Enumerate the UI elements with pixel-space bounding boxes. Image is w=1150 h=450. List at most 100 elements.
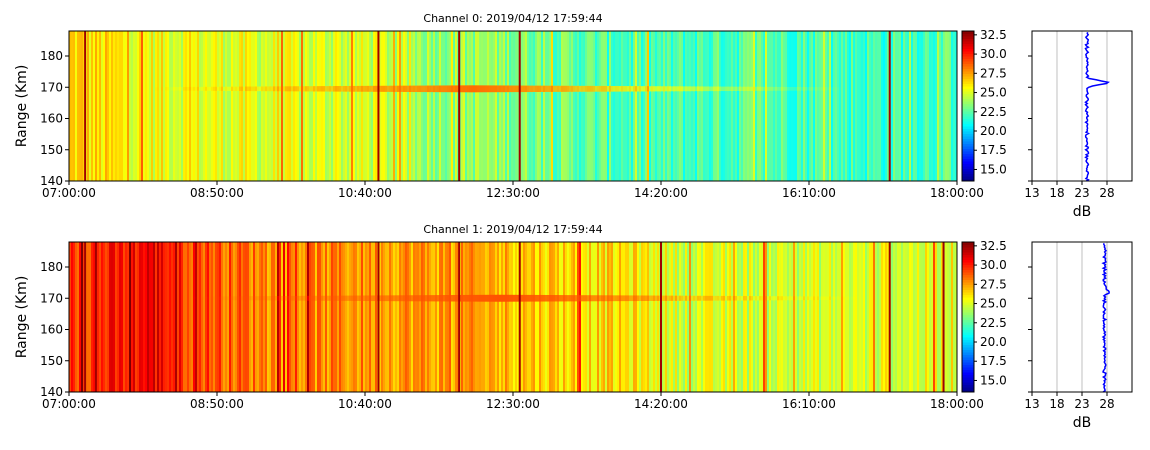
- echo-layer-segment: [567, 85, 570, 92]
- heatmap-column: [491, 31, 494, 181]
- echo-layer-segment: [241, 86, 244, 92]
- heatmap-column: [353, 31, 356, 181]
- heatmap-column: [79, 242, 82, 392]
- heatmap-column: [125, 242, 128, 392]
- echo-layer-segment: [523, 294, 526, 302]
- heatmap-column: [93, 242, 96, 392]
- heatmap-column: [557, 31, 560, 181]
- echo-layer-segment: [785, 86, 788, 91]
- heatmap-column: [435, 31, 438, 181]
- echo-layer-segment: [637, 295, 640, 302]
- echo-layer-segment: [643, 295, 646, 302]
- echo-layer-segment: [647, 86, 650, 92]
- echo-layer-segment: [675, 86, 678, 92]
- profile-x-label-1: dB: [1073, 415, 1092, 431]
- echo-layer-segment: [549, 295, 552, 302]
- heatmap-column: [799, 31, 802, 181]
- colorbar-tick-label: 27.5: [980, 66, 1007, 80]
- heatmap-column: [741, 242, 744, 392]
- echo-layer-segment: [595, 295, 598, 302]
- heatmap-column: [521, 31, 524, 181]
- echo-layer-segment: [433, 85, 436, 93]
- heatmap-column: [271, 31, 274, 181]
- heatmap-column: [837, 31, 840, 181]
- colorbar-tick-label: 17.5: [980, 354, 1007, 368]
- echo-layer-segment: [611, 295, 614, 302]
- heatmap-column: [537, 31, 540, 181]
- echo-layer-segment: [317, 295, 320, 301]
- echo-layer-segment: [761, 296, 764, 301]
- echo-layer-segment: [699, 295, 702, 301]
- heatmap-column: [847, 242, 850, 392]
- echo-layer-segment: [355, 85, 358, 92]
- heatmap-column: [433, 31, 436, 181]
- echo-layer-segment: [701, 86, 704, 92]
- echo-layer-segment: [505, 85, 508, 93]
- colorbar-segment: [962, 33, 974, 37]
- heatmap-column: [841, 31, 844, 181]
- heatmap-column: [331, 31, 334, 181]
- echo-layer-segment: [681, 295, 684, 301]
- colorbar-segment: [962, 133, 974, 137]
- heatmap-column: [127, 31, 130, 181]
- heatmap-column: [783, 242, 786, 392]
- echo-layer-segment: [267, 86, 270, 92]
- echo-layer-segment: [683, 86, 686, 92]
- heatmap-column: [691, 31, 694, 181]
- echo-layer-segment: [769, 296, 772, 301]
- heatmap-column: [815, 31, 818, 181]
- echo-layer-segment: [677, 295, 680, 301]
- heatmap-column: [257, 242, 260, 392]
- heatmap-column: [775, 31, 778, 181]
- echo-layer-segment: [255, 86, 258, 92]
- heatmap-column: [677, 31, 680, 181]
- echo-layer-segment: [541, 85, 544, 92]
- echo-layer-segment: [603, 295, 606, 302]
- heatmap-column: [879, 242, 882, 392]
- echo-layer-segment: [821, 87, 824, 91]
- echo-layer-segment: [209, 296, 212, 300]
- heatmap-column: [687, 242, 690, 392]
- echo-layer-segment: [447, 85, 450, 93]
- heatmap-column: [143, 242, 146, 392]
- heatmap-column: [855, 242, 858, 392]
- x-tick-label: 18:00:00: [930, 397, 984, 411]
- heatmap-column: [277, 31, 280, 181]
- heatmap-column: [117, 31, 120, 181]
- heatmap-column: [201, 242, 204, 392]
- colorbar-tick-label: 22.5: [980, 316, 1007, 330]
- heatmap-column: [201, 31, 204, 181]
- echo-layer-segment: [685, 86, 688, 92]
- heatmap-column: [405, 242, 408, 392]
- heatmap-column: [469, 31, 472, 181]
- heatmap-column: [449, 242, 452, 392]
- heatmap-column: [609, 31, 612, 181]
- heatmap-column: [657, 31, 660, 181]
- heatmap-column: [157, 242, 160, 392]
- heatmap-column: [113, 31, 116, 181]
- heatmap-column: [809, 242, 812, 392]
- echo-layer-segment: [475, 294, 478, 302]
- heatmap-column: [695, 242, 698, 392]
- heatmap-column: [171, 31, 174, 181]
- heatmap-column: [601, 31, 604, 181]
- heatmap-column: [259, 242, 262, 392]
- colorbar-segment: [962, 249, 974, 253]
- heatmap-column: [131, 31, 134, 181]
- echo-layer-segment: [569, 85, 572, 92]
- heatmap-column: [337, 31, 340, 181]
- heatmap-column: [737, 31, 740, 181]
- echo-layer-segment: [429, 85, 432, 93]
- heatmap-column: [435, 242, 438, 392]
- heatmap-column: [647, 31, 650, 181]
- colorbar-segment: [962, 334, 974, 338]
- heatmap-column: [853, 242, 856, 392]
- echo-layer-segment: [531, 85, 534, 93]
- heatmap-column: [465, 242, 468, 392]
- heatmap-column: [163, 242, 166, 392]
- heatmap-column: [939, 31, 942, 181]
- profile-x-tick-label: 23: [1074, 186, 1089, 200]
- echo-layer-segment: [469, 85, 472, 93]
- echo-layer-segment: [397, 295, 400, 302]
- echo-layer-segment: [293, 295, 296, 301]
